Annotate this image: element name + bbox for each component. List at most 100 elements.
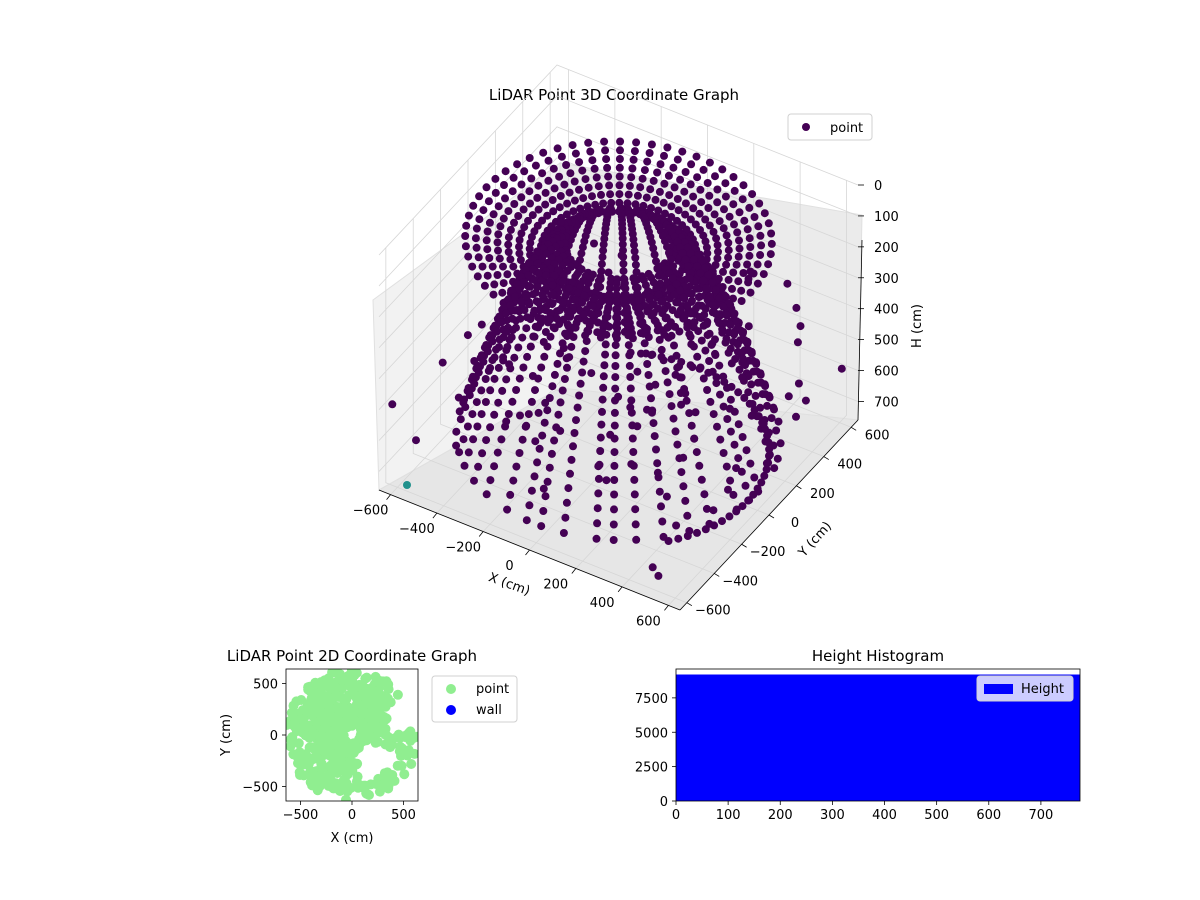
point-3d: [478, 449, 487, 458]
point-3d: [716, 390, 724, 399]
point-3d: [636, 183, 645, 192]
point-3d: [612, 297, 621, 306]
point-3d: [520, 306, 529, 315]
point-2d: [372, 688, 383, 699]
point-3d: [656, 160, 665, 169]
point-3d: [578, 368, 587, 377]
point-3d: [712, 234, 721, 243]
point-3d: [498, 386, 507, 395]
point-3d: [493, 271, 502, 279]
point-3d: [469, 201, 478, 210]
point-3d: [614, 392, 623, 401]
point-3d: [512, 386, 521, 394]
point-3d: [575, 158, 584, 167]
point-3d: [681, 389, 690, 398]
point-3d: [543, 258, 552, 267]
point-3d: [610, 461, 619, 470]
point-3d: [596, 433, 605, 442]
point-3d: [519, 363, 528, 372]
point-3d: [732, 464, 741, 473]
point-3d: [455, 448, 464, 457]
point-3d: [531, 386, 539, 395]
point-3d: [604, 268, 613, 277]
point-2d: [293, 738, 304, 749]
point-3d: [690, 434, 699, 443]
point-3d: [733, 340, 742, 349]
point-3d: [691, 408, 700, 417]
point-3d: [599, 199, 608, 208]
point-3d: [561, 513, 570, 522]
point-3d: [586, 147, 595, 156]
point-3d: [514, 212, 523, 220]
point-2d: [332, 703, 343, 713]
point-3d: [493, 448, 502, 457]
point-3d: [693, 262, 702, 271]
point-3d: [738, 195, 747, 204]
chart-histogram: Height Histogram 0 100 200 300 400 500 600 700 …: [635, 647, 1081, 823]
point-3d: [640, 339, 649, 348]
point-3d: [604, 297, 613, 306]
point-3d: [610, 421, 619, 430]
point-3d: [627, 173, 636, 182]
point-3d: [541, 492, 550, 501]
point-3d: [712, 373, 721, 382]
point-3d: [744, 346, 753, 355]
point-2d: [382, 739, 393, 750]
point-3d: [695, 364, 704, 373]
point-3d: [606, 190, 615, 199]
point-2d: [378, 676, 388, 687]
point-3d: [571, 323, 580, 332]
y-tick-mark-3d: [768, 514, 775, 519]
point-3d: [560, 375, 569, 383]
point-3d: [670, 290, 679, 299]
point-3d: [719, 302, 728, 311]
point-3d: [599, 383, 608, 392]
point-3d: [568, 278, 577, 287]
point-3d: [733, 323, 742, 332]
point-2d: [316, 687, 327, 698]
point-3d: [697, 198, 706, 207]
grid-line-y: [412, 218, 715, 574]
point-3d: [604, 172, 613, 181]
point-3d: [722, 231, 731, 240]
point-3d: [598, 407, 606, 416]
point-3d: [486, 423, 495, 432]
point-3d: [495, 343, 503, 352]
point-3d: [624, 190, 633, 199]
point-3d: [705, 292, 714, 301]
point-3d: [713, 198, 722, 207]
point-3d: [687, 421, 696, 430]
point-3d: [541, 271, 550, 280]
point-3d: [647, 301, 656, 310]
point-3d: [674, 534, 683, 543]
point-3d: [511, 292, 519, 301]
point-3d: [602, 155, 611, 164]
point-2d: [347, 684, 358, 695]
point-3d: [598, 253, 607, 262]
point-3d: [611, 331, 620, 340]
point-3d: [667, 202, 676, 211]
point-3d: [494, 363, 503, 372]
y-tick-label-3d: 600: [865, 428, 890, 443]
point-3d: [591, 287, 600, 296]
point-3d: [638, 174, 647, 183]
z-tick-label-3d: 300: [874, 272, 899, 287]
point-3d: [611, 341, 620, 350]
point-3d: [488, 337, 497, 346]
legend-2d: point wall: [431, 675, 518, 723]
point-3d: [691, 220, 700, 229]
point-3d: [541, 306, 550, 315]
point-3d: [632, 535, 641, 544]
x-tick-label-3d: 600: [636, 614, 661, 629]
point-3d: [764, 219, 773, 228]
point-3d: [763, 401, 772, 410]
grid-line-x: [575, 143, 755, 569]
point-3d: [520, 278, 528, 287]
point-3d: [667, 355, 676, 364]
point-3d: [793, 338, 802, 347]
grid-line-x: [668, 180, 847, 606]
point-3d: [729, 200, 738, 209]
histogram-title: Height Histogram: [812, 647, 944, 665]
point-2d: [356, 733, 366, 744]
x-tick-mark-3d: [664, 605, 669, 611]
